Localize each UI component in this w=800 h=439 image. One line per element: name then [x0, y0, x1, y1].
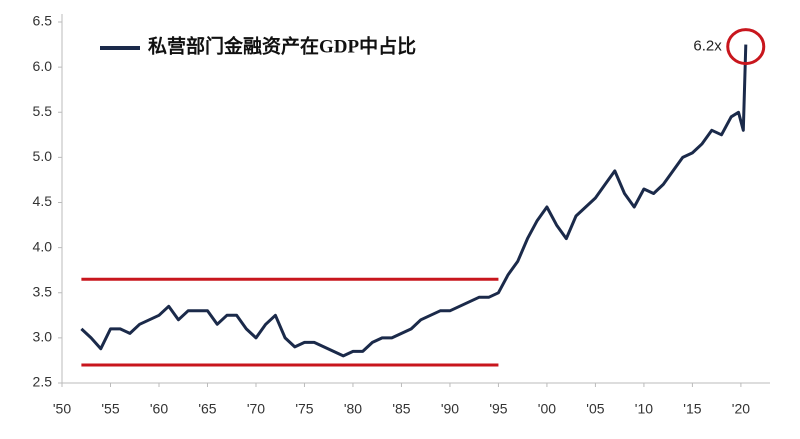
x-tick-label: '15 — [683, 401, 701, 417]
y-tick-label: 4.0 — [33, 238, 53, 254]
x-tick-label: '85 — [392, 401, 410, 417]
x-tick-label: '05 — [586, 401, 604, 417]
x-tick-label: '10 — [635, 401, 653, 417]
x-tick-label: '50 — [53, 401, 71, 417]
y-tick-label: 2.5 — [33, 374, 53, 390]
y-tick-label: 5.0 — [33, 148, 53, 164]
x-tick-label: '55 — [101, 401, 119, 417]
y-tick-label: 4.5 — [33, 193, 53, 209]
x-tick-label: '95 — [489, 401, 507, 417]
legend-label: 私营部门金融资产在GDP中占比 — [148, 34, 416, 57]
x-tick-label: '65 — [198, 401, 216, 417]
x-tick-label: '20 — [732, 401, 750, 417]
y-tick-label: 3.0 — [33, 329, 53, 345]
highlight-circle — [726, 28, 766, 66]
y-tick-label: 6.5 — [33, 13, 53, 29]
x-tick-label: '75 — [295, 401, 313, 417]
x-tick-label: '90 — [441, 401, 459, 417]
y-tick-label: 3.5 — [33, 283, 53, 299]
y-tick-label: 6.0 — [33, 58, 53, 74]
x-tick-label: '60 — [150, 401, 168, 417]
annotation: 6.2x — [693, 38, 722, 55]
x-tick-label: '80 — [344, 401, 362, 417]
x-tick-label: '70 — [247, 401, 265, 417]
data-line — [80, 44, 748, 358]
x-tick-label: '00 — [538, 401, 556, 417]
y-tick-label: 5.5 — [33, 103, 53, 119]
